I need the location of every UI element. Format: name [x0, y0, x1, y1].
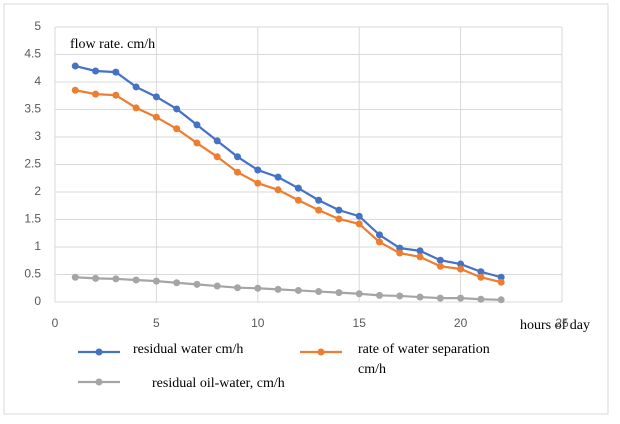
point: [132, 83, 140, 91]
point: [436, 294, 444, 302]
point: [294, 286, 302, 294]
point: [294, 184, 302, 192]
point: [274, 186, 282, 194]
point: [193, 121, 201, 129]
point: [173, 125, 181, 133]
y-tick-label: 2.5: [24, 157, 41, 171]
point: [477, 295, 485, 303]
legend-marker: [95, 348, 103, 356]
point: [497, 296, 505, 304]
point: [396, 249, 404, 257]
legend-marker: [317, 348, 325, 356]
point: [315, 206, 323, 214]
point: [396, 244, 404, 252]
y-tick-label: 2: [34, 184, 41, 198]
point: [355, 220, 363, 228]
point: [375, 291, 383, 299]
point: [152, 93, 160, 101]
legend-label: residual water cm/h: [133, 342, 244, 357]
y-tick-label: 1: [34, 239, 41, 253]
point: [173, 105, 181, 113]
point: [416, 293, 424, 301]
x-tick-label: 20: [454, 316, 468, 330]
point: [436, 262, 444, 270]
point: [436, 256, 444, 264]
point: [112, 91, 120, 99]
point: [416, 253, 424, 261]
point: [335, 215, 343, 223]
x-tick-label: 5: [153, 316, 160, 330]
point: [315, 288, 323, 296]
legend-label: residual oil-water, cm/h: [152, 376, 285, 391]
point: [497, 278, 505, 286]
point: [213, 153, 221, 161]
point: [132, 276, 140, 284]
x-tick-label: 0: [52, 316, 59, 330]
y-tick-label: 1.5: [24, 212, 41, 226]
point: [92, 67, 100, 75]
y-axis-label: flow rate. cm/h: [70, 37, 155, 52]
point: [416, 247, 424, 255]
point: [335, 289, 343, 297]
point: [152, 277, 160, 285]
point: [71, 273, 79, 281]
point: [234, 168, 242, 176]
point: [234, 153, 242, 161]
point: [254, 284, 262, 292]
series-line: [75, 89, 502, 284]
point: [254, 179, 262, 187]
point: [112, 275, 120, 283]
legend-marker: [95, 378, 103, 386]
point: [132, 104, 140, 112]
x-tick-label: 15: [353, 316, 367, 330]
y-tick-label: 5: [34, 19, 41, 33]
point: [497, 273, 505, 281]
point: [112, 68, 120, 76]
point: [193, 280, 201, 288]
point: [294, 196, 302, 204]
y-tick-label: 0.5: [24, 267, 41, 281]
point: [315, 196, 323, 204]
y-tick-label: 0: [34, 294, 41, 308]
x-tick-label: 25: [555, 316, 569, 330]
point: [375, 231, 383, 239]
point: [92, 90, 100, 98]
point: [335, 206, 343, 214]
point: [396, 292, 404, 300]
point: [355, 290, 363, 298]
x-axis-label: hours of day: [520, 318, 590, 333]
y-tick-label: 4.5: [24, 47, 41, 61]
point: [152, 113, 160, 121]
x-tick-label: 10: [251, 316, 265, 330]
point: [375, 238, 383, 246]
point: [234, 284, 242, 292]
point: [477, 268, 485, 276]
series-line: [75, 64, 502, 279]
point: [71, 62, 79, 70]
legend-label: rate of water separation cm/h: [358, 342, 490, 377]
point: [193, 139, 201, 147]
y-tick-label: 4: [34, 74, 41, 88]
point: [274, 285, 282, 293]
point: [457, 260, 465, 268]
point: [92, 274, 100, 282]
point: [213, 282, 221, 290]
point: [71, 86, 79, 94]
point: [213, 137, 221, 145]
y-tick-label: 3: [34, 129, 41, 143]
point: [457, 294, 465, 302]
point: [173, 279, 181, 287]
y-tick-label: 3.5: [24, 102, 41, 116]
point: [477, 273, 485, 281]
point: [254, 166, 262, 174]
point: [274, 173, 282, 181]
chart-border: [3, 3, 609, 415]
series-line: [75, 276, 502, 301]
point: [355, 212, 363, 220]
point: [457, 265, 465, 273]
